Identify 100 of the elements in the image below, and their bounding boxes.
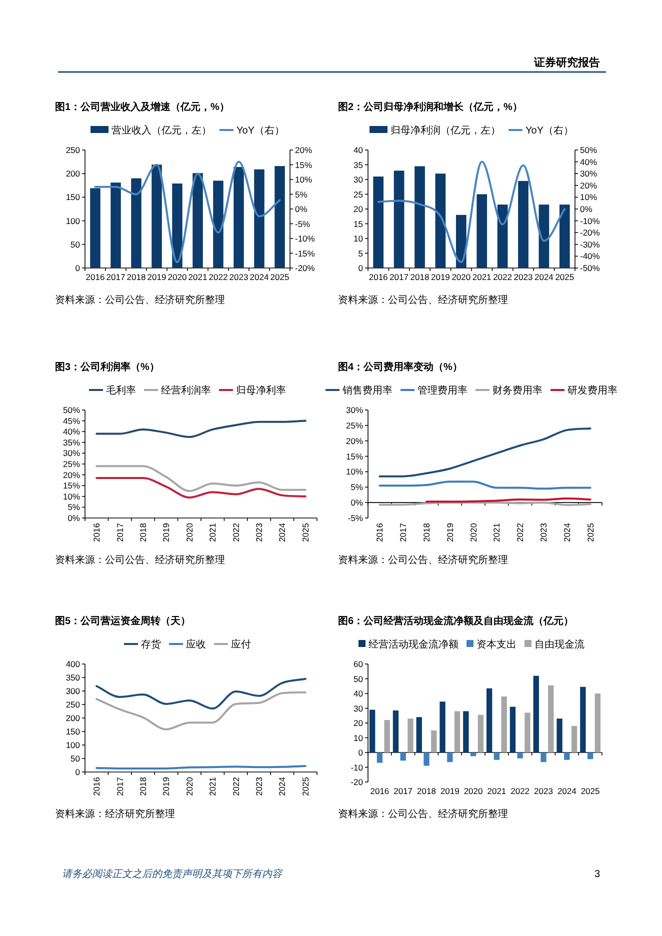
x-tick-label: 2018 — [126, 272, 146, 282]
text: 3 — [594, 869, 600, 880]
bar — [517, 752, 523, 758]
y-tick-label: 150 — [66, 192, 80, 202]
bar — [447, 752, 453, 762]
bar — [172, 184, 182, 268]
text: 资料来源：经济研究所整理 — [55, 808, 175, 820]
bar — [463, 711, 469, 752]
y-tick-label: -20 — [350, 777, 364, 787]
chart-title: 图4：公司费用率变动（%） — [338, 361, 462, 373]
x-tick-label: 2023 — [254, 522, 264, 542]
y2-tick-label: -40% — [580, 251, 600, 262]
x-tick-label: 2016 — [368, 272, 388, 282]
x-tick-label: 2025 — [270, 272, 290, 282]
x-tick-label: 2019 — [161, 776, 172, 796]
x-tick-label: 2024 — [534, 272, 554, 282]
bar — [533, 676, 539, 752]
legend-label: 归母净利率 — [236, 384, 286, 396]
y2-tick-label: 10% — [580, 192, 598, 202]
y-tick-label: 50 — [70, 754, 80, 764]
chart-title: 图1：公司营业收入及增速（亿元，%） — [55, 101, 230, 113]
y-tick-label: 40 — [354, 145, 364, 155]
legend-label: 研发费用率 — [568, 384, 618, 396]
x-tick-label: 2018 — [138, 776, 148, 796]
y-tick-label: 40% — [62, 426, 80, 437]
x-tick-label: 2023 — [229, 272, 248, 282]
bar — [524, 712, 530, 752]
bar — [384, 720, 390, 752]
x-tick-label: 2024 — [277, 776, 288, 796]
y-tick-label: 100 — [66, 216, 80, 226]
x-tick-label: 2024 — [250, 272, 269, 282]
x-tick-label: 2016 — [86, 272, 105, 282]
x-tick-label: 2024 — [277, 522, 288, 542]
x-tick-label: 2022 — [230, 522, 241, 542]
y-tick-label: 15% — [62, 480, 80, 491]
bar — [518, 180, 528, 268]
bar — [234, 166, 244, 268]
bar — [478, 714, 484, 752]
y-tick-label: 60 — [354, 659, 364, 669]
x-tick-label: 2016 — [92, 776, 102, 796]
y2-tick-label: 50% — [580, 145, 598, 155]
bar — [131, 178, 142, 268]
text: 资料来源：公司公告、经济研究所整理 — [338, 808, 508, 820]
chart-title: 图6：公司经营活动现金流净额及自由现金流（亿元） — [338, 615, 574, 627]
y-tick-label: 150 — [66, 726, 80, 736]
line-series — [96, 678, 306, 710]
bar — [501, 696, 507, 752]
y-tick-label: 350 — [66, 672, 80, 682]
y-tick-label: 0 — [75, 767, 80, 777]
y-tick-label: 300 — [66, 686, 80, 696]
text: 资料来源：公司公告、经济研究所整理 — [55, 554, 225, 566]
y2-tick-label: 20% — [580, 180, 598, 190]
y2-tick-label: 15% — [295, 160, 312, 170]
y-tick-label: 10% — [62, 491, 80, 502]
bar — [392, 710, 399, 752]
y2-tick-label: -5% — [295, 218, 311, 229]
y-tick-label: 0 — [358, 748, 364, 758]
line-series — [378, 480, 592, 490]
bar — [548, 685, 554, 752]
x-tick-label: 2018 — [138, 522, 148, 542]
x-tick-label: 2021 — [487, 786, 506, 796]
line-series — [96, 465, 306, 492]
legend-label: 应付 — [231, 638, 251, 650]
x-tick-label: 2020 — [184, 776, 194, 796]
text: 资料来源：公司公告、经济研究所整理 — [338, 294, 508, 306]
legend-label: 经营活动现金流净额 — [368, 638, 458, 650]
x-tick-label: 2025 — [585, 522, 596, 542]
bar — [454, 711, 460, 752]
y-tick-label: 30% — [62, 448, 80, 458]
bar — [494, 752, 500, 760]
legend-label: 销售费用率 — [342, 384, 392, 396]
y-tick-label: 200 — [66, 713, 80, 723]
y2-tick-label: -15% — [295, 248, 316, 258]
bar — [486, 688, 492, 752]
y-tick-label: 30 — [354, 703, 364, 714]
bar — [431, 730, 437, 752]
legend-label: 应收 — [186, 638, 206, 650]
y2-tick-label: 0% — [580, 204, 593, 214]
y-tick-label: 15 — [354, 218, 364, 229]
bar — [152, 164, 162, 268]
y2-tick-label: 40% — [580, 156, 598, 167]
x-tick-label: 2021 — [208, 776, 218, 796]
x-tick-label: 2020 — [168, 272, 187, 282]
x-tick-label: 2020 — [452, 272, 471, 282]
legend-label: 管理费用率 — [418, 384, 468, 396]
y2-tick-label: -50% — [580, 263, 600, 273]
line-series — [378, 428, 592, 478]
bar — [110, 182, 121, 268]
y-tick-label: 5% — [350, 482, 364, 492]
x-tick-label: 2021 — [472, 272, 492, 282]
chart-title: 图2：公司归母净利润和增长（亿元，%） — [338, 101, 522, 113]
y-tick-label: 35% — [62, 437, 80, 448]
y-tick-label: 15% — [346, 451, 364, 462]
y-tick-label: 30% — [346, 405, 364, 415]
legend-label: 毛利率 — [106, 384, 136, 396]
x-tick-label: 2017 — [394, 786, 413, 796]
x-tick-label: 2019 — [440, 786, 460, 796]
legend-label: 归母净利润（亿元，左） — [390, 124, 501, 136]
y-tick-label: 50% — [62, 405, 80, 415]
x-tick-label: 2023 — [254, 776, 264, 796]
